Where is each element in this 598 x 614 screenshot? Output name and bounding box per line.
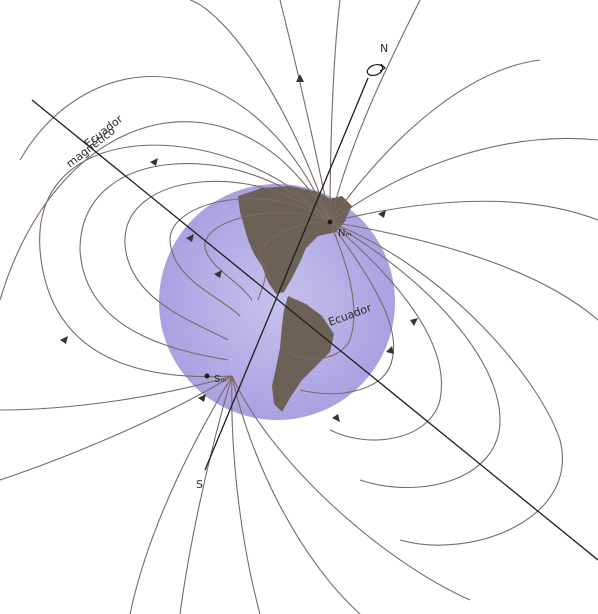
field-line xyxy=(329,137,598,223)
field-line xyxy=(279,0,331,223)
arrow-marker xyxy=(296,74,304,82)
south-label: S xyxy=(196,478,203,491)
globe-texture xyxy=(159,184,395,420)
field-line xyxy=(129,375,233,614)
field-line xyxy=(169,198,331,317)
rotation-arrow-icon xyxy=(366,63,386,77)
magnetic-equator-line xyxy=(31,99,598,561)
field-line xyxy=(231,375,361,614)
arrow-marker xyxy=(386,346,394,354)
arrow-marker xyxy=(186,234,194,242)
field-line xyxy=(329,221,501,489)
field-line xyxy=(0,375,233,411)
field-line xyxy=(287,221,355,360)
field-line xyxy=(231,375,471,601)
arrow-marker xyxy=(198,394,206,402)
magnetic-south-pole-dot xyxy=(204,373,210,379)
arrow-marker xyxy=(150,158,158,166)
magnetic-north-label: Nₘ xyxy=(338,228,352,239)
arrow-marker xyxy=(214,270,222,278)
field-line xyxy=(329,0,341,223)
field-line xyxy=(189,0,331,223)
field-line xyxy=(329,200,598,223)
earth-globe xyxy=(159,184,395,420)
arrow-marker xyxy=(60,336,68,344)
south-america-shape xyxy=(272,296,334,412)
field-line xyxy=(179,375,233,614)
field-line xyxy=(124,180,331,341)
field-line xyxy=(299,221,395,395)
field-line xyxy=(329,59,541,223)
north-label: N xyxy=(380,42,388,55)
field-line xyxy=(329,221,598,321)
field-line xyxy=(257,221,331,301)
field-line xyxy=(0,375,233,481)
field-line xyxy=(39,144,331,378)
magnetic-north-pole-dot xyxy=(327,219,333,225)
field-line xyxy=(204,212,331,301)
field-line xyxy=(329,221,563,546)
field-line xyxy=(329,221,442,441)
arrow-marker xyxy=(378,210,386,218)
magnetic-south-label: Sₘ xyxy=(214,374,227,385)
field-arrows xyxy=(60,74,418,422)
field-line xyxy=(79,163,331,361)
rotation-axis xyxy=(204,77,369,471)
field-line xyxy=(0,121,331,301)
arrow-marker xyxy=(332,414,340,422)
field-line xyxy=(329,0,421,223)
arrow-marker xyxy=(410,318,418,326)
